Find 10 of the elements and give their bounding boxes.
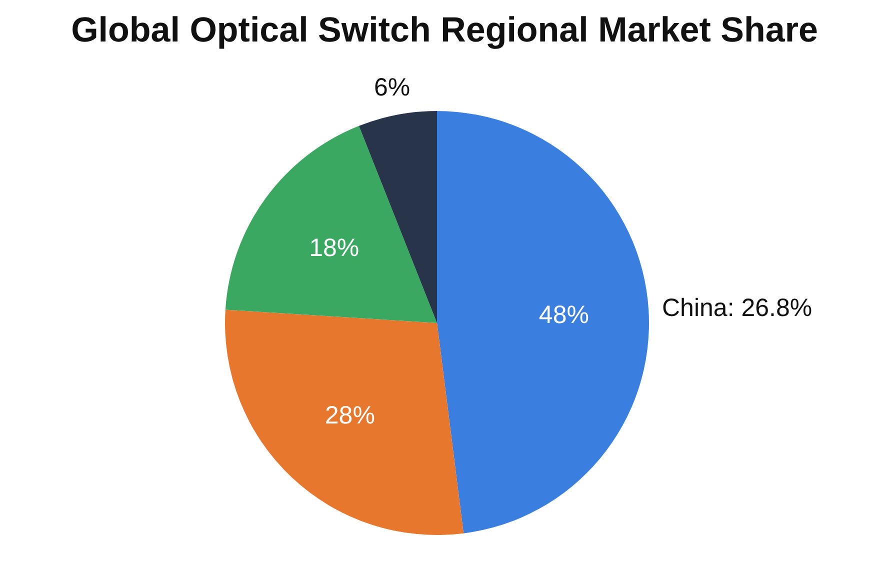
pie-slice	[225, 310, 464, 535]
text: China: 26.8%	[662, 294, 812, 322]
pie-slice	[225, 126, 437, 323]
pie-slice	[358, 111, 437, 323]
data-label: 28%	[324, 402, 375, 430]
data-label: 18%	[309, 234, 360, 262]
chart-title: Global Optical Switch Regional Market Share	[71, 10, 818, 50]
pie-slice	[437, 111, 649, 534]
data-label: 48%	[538, 301, 589, 330]
data-label: 6%	[374, 74, 410, 102]
